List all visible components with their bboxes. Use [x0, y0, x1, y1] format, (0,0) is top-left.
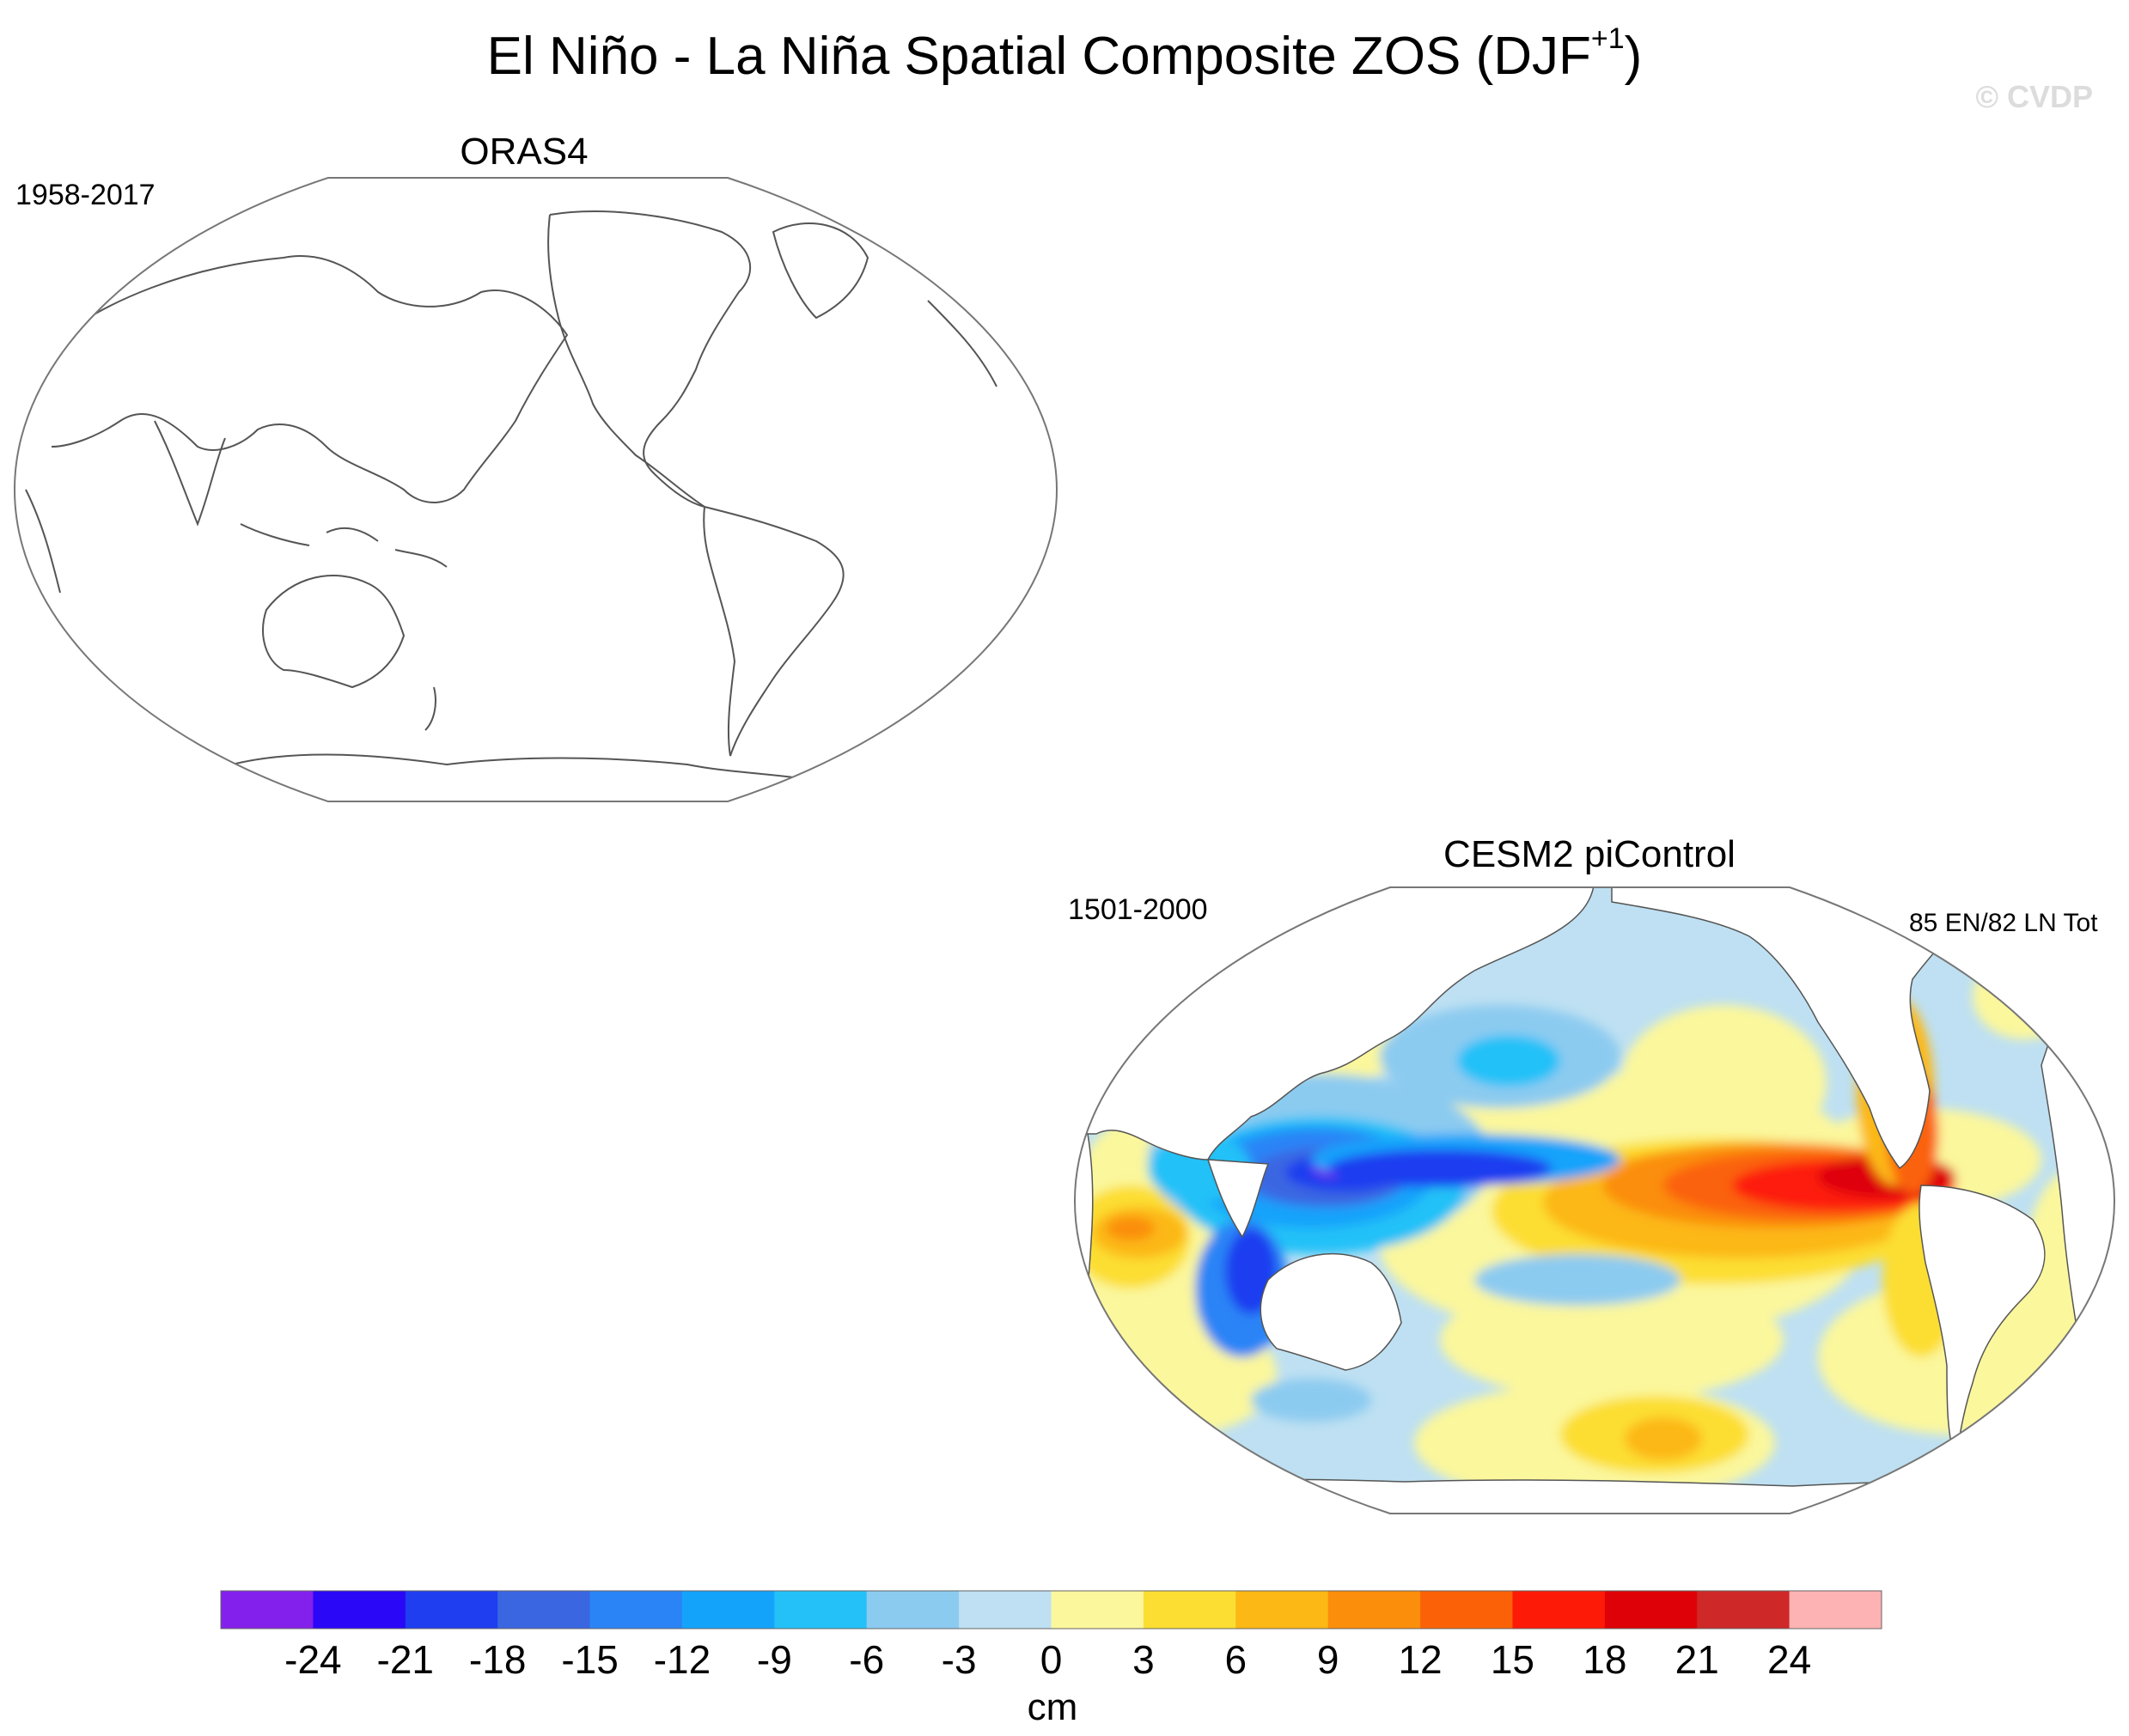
colorbar-tick-label: 21 — [1675, 1637, 1719, 1682]
panel-2-period: 1501-2000 — [1068, 893, 1208, 926]
panel-1-period: 1958-2017 — [15, 179, 156, 211]
colorbar-box — [681, 1591, 775, 1629]
colorbar-tick-label: 15 — [1491, 1637, 1534, 1682]
colorbar-tick-label: 9 — [1317, 1637, 1339, 1682]
colorbar-box — [221, 1591, 314, 1629]
colorbar-tick-label: 6 — [1224, 1637, 1247, 1682]
colorbar-tick-label: -15 — [561, 1637, 618, 1682]
panel-1-map — [13, 177, 1058, 802]
colorbar-box — [1697, 1591, 1790, 1629]
colorbar-box — [589, 1591, 683, 1629]
colorbar-tick-label: -3 — [942, 1637, 977, 1682]
colorbar-box — [774, 1591, 868, 1629]
colorbar-box — [1143, 1591, 1236, 1629]
colorbar-tick-label: 24 — [1767, 1637, 1811, 1682]
colorbar-box — [1327, 1591, 1421, 1629]
panel-1-title: ORAS4 — [460, 131, 589, 173]
colorbar-box — [959, 1591, 1052, 1629]
colorbar-tick-label: -12 — [654, 1637, 711, 1682]
panel-1-map-frame — [13, 177, 1058, 802]
colorbar-box — [1420, 1591, 1513, 1629]
panel-1-coastlines — [25, 210, 997, 783]
colorbar-tick-label: 18 — [1583, 1637, 1626, 1682]
colorbar-tick-label: -9 — [757, 1637, 792, 1682]
colorbar-box — [313, 1591, 406, 1629]
panel-2-field — [1075, 887, 2114, 1514]
colorbar-tick-labels: -24 -21 -18 -15 -12 -9 -6 -3 0 3 6 9 12 15 18 21 24 — [284, 1637, 1811, 1682]
panel-2-map-frame — [1073, 886, 2116, 1514]
colorbar-box — [1604, 1591, 1698, 1629]
colorbar-tick-label: -24 — [284, 1637, 341, 1682]
colorbar-units: cm — [1028, 1686, 1078, 1728]
colorbar-tick-label: 0 — [1040, 1637, 1063, 1682]
colorbar-box — [1512, 1591, 1606, 1629]
colorbar-box — [405, 1591, 498, 1629]
colorbar-box — [497, 1591, 591, 1629]
colorbar-tick-label: -18 — [469, 1637, 526, 1682]
colorbar-tick-label: 3 — [1132, 1637, 1155, 1682]
colorbar-box — [1235, 1591, 1329, 1629]
colorbar-tick-label: -21 — [377, 1637, 434, 1682]
watermark: © CVDP — [1975, 79, 2093, 114]
colorbar-tick-label: 12 — [1398, 1637, 1442, 1682]
panel-2-map — [1073, 886, 2116, 1514]
colorbar-boxes — [220, 1590, 1882, 1629]
colorbar-box — [1051, 1591, 1144, 1629]
panel-2-title: CESM2 piControl — [1443, 833, 1736, 875]
colorbar: -24 -21 -18 -15 -12 -9 -6 -3 0 3 6 9 12 15 18 21 24 cm — [220, 1590, 1882, 1728]
figure-title: El Niño - La Niña Spatial Composite ZOS … — [486, 22, 1643, 86]
colorbar-box — [866, 1591, 960, 1629]
colorbar-box — [1789, 1591, 1882, 1629]
colorbar-outline — [220, 1590, 1882, 1629]
panel-2-event-count: 85 EN/82 LN Tot — [1909, 909, 2098, 937]
colorbar-tick-label: -6 — [849, 1637, 884, 1682]
